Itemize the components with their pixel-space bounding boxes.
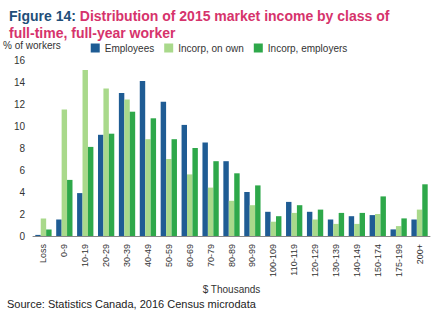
svg-text:2: 2 [19,209,25,220]
svg-text:Figure 14:: Figure 14: [9,8,76,24]
svg-text:6: 6 [19,165,25,176]
svg-text:12: 12 [14,99,26,110]
svg-text:Incorp, on own: Incorp, on own [178,43,244,54]
svg-text:90-99: 90-99 [247,244,257,267]
svg-text:10-19: 10-19 [80,244,90,267]
svg-text:150-174: 150-174 [373,244,383,277]
svg-text:175-199: 175-199 [394,244,404,277]
svg-text:60-69: 60-69 [185,244,195,267]
svg-text:8: 8 [19,143,25,154]
svg-text:full-time, full-year worker: full-time, full-year worker [9,25,176,41]
svg-text:Employees: Employees [105,43,154,54]
svg-text:130-139: 130-139 [331,244,341,277]
svg-text:110-119: 110-119 [289,244,299,276]
svg-text:Distribution of 2015 market in: Distribution of 2015 market income by cl… [76,8,393,24]
svg-text:4: 4 [19,187,25,198]
svg-text:120-129: 120-129 [310,244,320,277]
svg-text:200+: 200+ [415,244,425,264]
svg-text:70-79: 70-79 [206,244,216,267]
svg-text:% of workers: % of workers [3,40,61,51]
svg-text:50-59: 50-59 [164,244,174,267]
svg-text:0: 0 [19,231,25,242]
svg-text:140-149: 140-149 [352,244,362,277]
svg-text:100-109: 100-109 [268,244,278,277]
svg-text:40-49: 40-49 [143,244,153,267]
svg-text:30-39: 30-39 [122,244,132,267]
svg-text:20-29: 20-29 [101,244,111,267]
svg-text:0-9: 0-9 [59,244,69,257]
svg-text:Incorp, employers: Incorp, employers [268,43,347,54]
svg-text:16: 16 [14,55,26,66]
svg-text:10: 10 [14,121,26,132]
svg-text:14: 14 [14,77,26,88]
svg-text:Source: Statistics Canada, 201: Source: Statistics Canada, 2016 Census m… [7,298,257,310]
svg-text:80-89: 80-89 [227,244,237,267]
svg-text:Loss: Loss [38,244,48,264]
svg-text:$ Thousands: $ Thousands [203,284,261,295]
